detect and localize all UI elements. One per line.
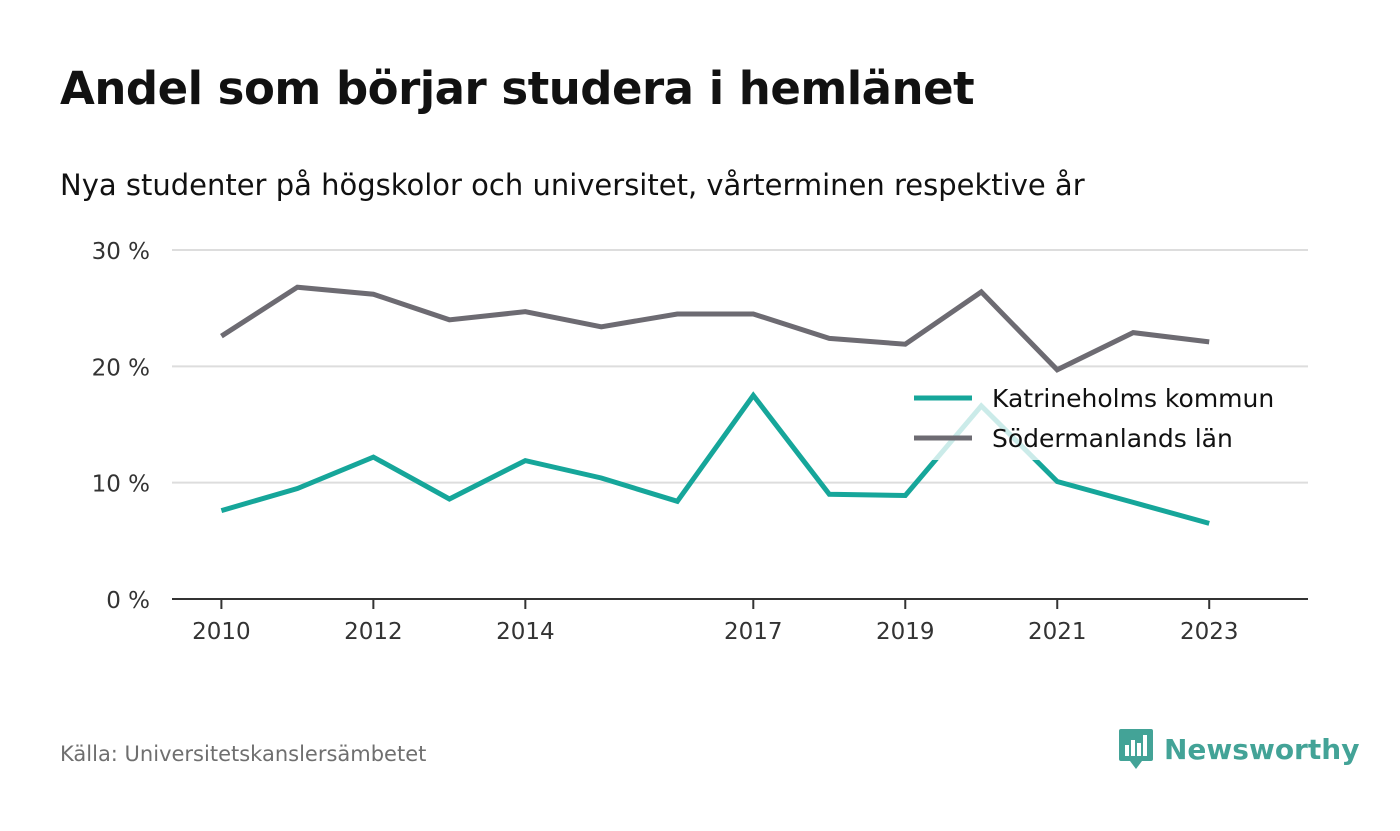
series-line-katrineholm	[220, 391, 1210, 526]
y-tick-label: 10 %	[92, 472, 150, 498]
x-tick-label: 2010	[192, 619, 251, 645]
brand-logo: Newsworthy	[1118, 727, 1359, 771]
chart-title: Andel som börjar studera i hemlänet	[60, 62, 975, 115]
gridlines	[172, 249, 1308, 484]
y-tick-label: 0 %	[106, 588, 150, 614]
legend: Katrineholms kommun Södermanlands län	[905, 378, 1290, 460]
newsworthy-logo-icon	[1119, 729, 1153, 769]
x-tick-label: 2021	[1028, 619, 1087, 645]
legend-label: Södermanlands län	[992, 424, 1233, 453]
y-tick-label: 30 %	[92, 239, 150, 265]
legend-label: Katrineholms kommun	[992, 384, 1274, 413]
x-tick-label: 2012	[344, 619, 403, 645]
y-tick-label: 20 %	[92, 355, 150, 381]
legend-background	[905, 378, 1290, 460]
x-tick-label: 2019	[876, 619, 935, 645]
brand-name: Newsworthy	[1164, 732, 1360, 766]
series-lines	[220, 284, 1210, 526]
x-tick-label: 2017	[724, 619, 783, 645]
y-axis-ticks: 0 % 10 % 20 % 30 %	[92, 239, 150, 614]
x-axis-ticks: 2010 2012 2014 2017 2019 2021 2023	[192, 599, 1238, 645]
x-tick-label: 2023	[1180, 619, 1239, 645]
source-note: Källa: Universitetskanslersämbetet	[60, 742, 427, 766]
chart-subtitle: Nya studenter på högskolor och universit…	[60, 168, 1085, 202]
series-line-sodermanland	[220, 284, 1210, 373]
x-tick-label: 2014	[496, 619, 555, 645]
